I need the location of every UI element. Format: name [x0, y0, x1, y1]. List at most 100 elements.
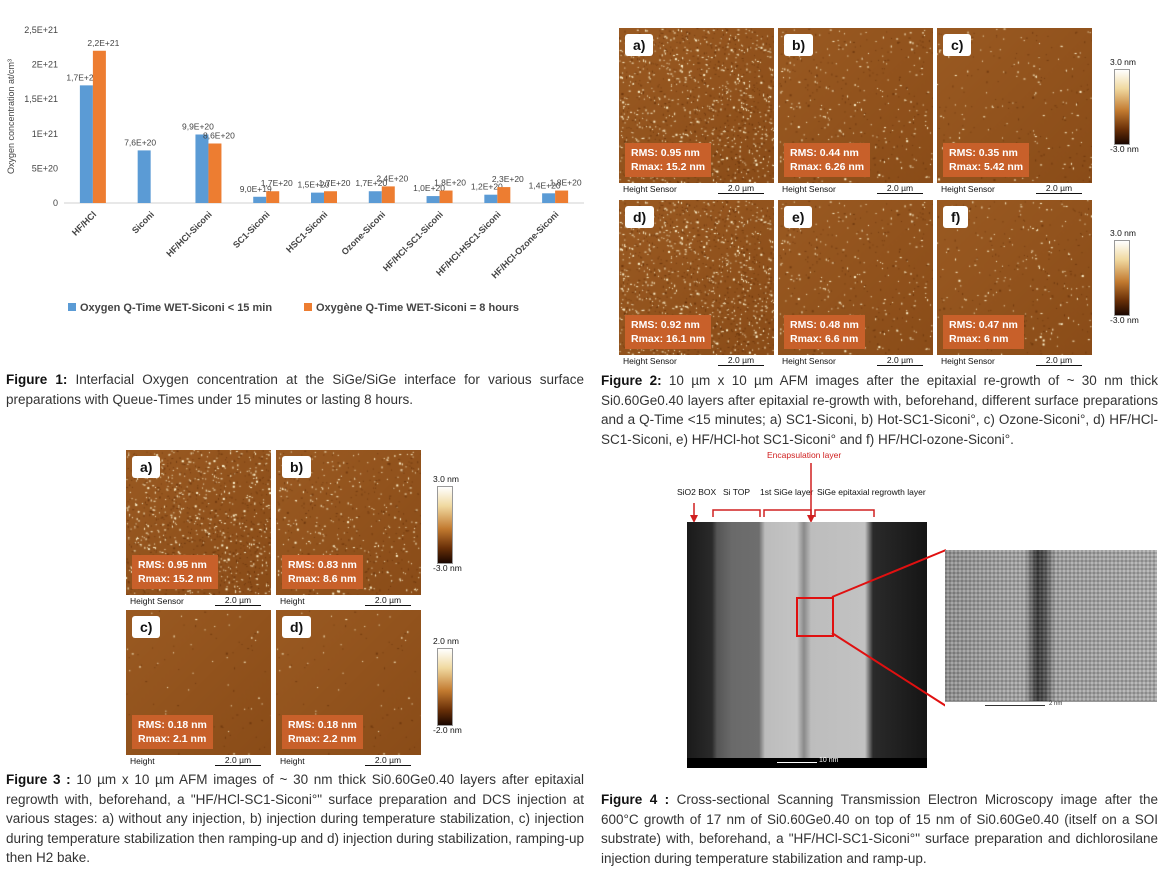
afm-sensor-label: Height Sensor: [782, 356, 836, 366]
afm-image: b) RMS: 0.44 nm Rmax: 6.26 nm: [778, 28, 933, 183]
bar: [92, 50, 106, 204]
rms-badge: RMS: 0.92 nm Rmax: 16.1 nm: [625, 315, 712, 349]
data-label: 1,8E+20: [550, 178, 582, 188]
afm-sensor-label: Height Sensor: [941, 184, 995, 194]
afm-image: c) RMS: 0.18 nm Rmax: 2.1 nm: [126, 610, 271, 755]
first-sige-label: 1st SiGe layer: [760, 487, 814, 497]
data-label: 2,2E+21: [87, 38, 119, 48]
x-tick-label: HF/HCl-Ozone-Siconi: [489, 209, 560, 280]
afm-colorbar: [1114, 240, 1130, 316]
legend-label: Oxygen Q-Time WET-Siconi < 15 min: [80, 302, 272, 314]
figure3-caption-text: 10 µm x 10 µm AFM images of ~ 30 nm thic…: [6, 772, 584, 865]
rms-value: RMS: 0.35 nm: [949, 147, 1018, 159]
stem-scalebar: 10 nm: [687, 757, 927, 768]
afm-colorbar: [1114, 69, 1130, 145]
rms-badge: RMS: 0.47 nm Rmax: 6 nm: [943, 315, 1024, 349]
rmax-value: Rmax: 2.1 nm: [138, 733, 207, 745]
figure3-caption-label: Figure 3 :: [6, 772, 71, 787]
colorbar-min-label: -2.0 nm: [433, 725, 462, 735]
rms-badge: RMS: 0.95 nm Rmax: 15.2 nm: [625, 143, 712, 177]
afm-panel-label: f): [943, 206, 969, 228]
bar: [79, 85, 93, 203]
x-tick-label: HF/HCl-Siconi: [164, 209, 213, 258]
rmax-value: Rmax: 6.6 nm: [790, 333, 859, 345]
x-tick-label: HSC1-Siconi: [284, 209, 329, 254]
x-tick-label: SC1-Siconi: [231, 209, 272, 250]
afm-sensor-label: Height Sensor: [623, 356, 677, 366]
afm-panel-label: e): [784, 206, 813, 228]
afm-scalebar: 2.0 µm: [877, 183, 923, 194]
x-tick-label: Siconi: [130, 209, 156, 235]
afm-panel-label: c): [943, 34, 972, 56]
bar: [137, 150, 151, 203]
y-axis-label: Oxygen concentration at/cm³: [6, 59, 16, 174]
figure4-caption-label: Figure 4 :: [601, 792, 670, 807]
data-label: 1,7E+20: [319, 178, 351, 188]
afm-colorbar: [437, 648, 453, 726]
bar: [542, 193, 556, 203]
afm-scalebar: 2.0 µm: [877, 355, 923, 366]
rms-value: RMS: 0.83 nm: [288, 559, 357, 571]
data-label: 2,4E+20: [376, 173, 408, 183]
afm-image: e) RMS: 0.48 nm Rmax: 6.6 nm: [778, 200, 933, 355]
afm-panel-label: d): [282, 616, 312, 638]
zoom-scale-label: 2 nm: [1049, 701, 1063, 707]
figure3-caption: Figure 3 : 10 µm x 10 µm AFM images of ~…: [6, 770, 584, 868]
bar: [439, 190, 453, 203]
figure1-caption: Figure 1: Interfacial Oxygen concentrati…: [6, 370, 584, 409]
bar: [195, 134, 209, 203]
rms-value: RMS: 0.95 nm: [631, 147, 700, 159]
figure2-caption: Figure 2: 10 µm x 10 µm AFM images after…: [601, 371, 1158, 449]
afm-sensor-label: Height Sensor: [941, 356, 995, 366]
colorbar-max-label: 3.0 nm: [1110, 228, 1136, 238]
data-label: 1,8E+20: [434, 178, 466, 188]
legend-label: Oxygène Q-Time WET-Siconi = 8 hours: [316, 302, 519, 314]
bar: [381, 186, 395, 203]
rmax-value: Rmax: 6 nm: [949, 333, 1009, 345]
afm-sensor-label: Height Sensor: [130, 596, 184, 606]
afm-scalebar: 2.0 µm: [215, 755, 261, 766]
rmax-value: Rmax: 6.26 nm: [790, 161, 865, 173]
afm-sensor-label: Height: [280, 596, 305, 606]
data-label: 7,6E+20: [124, 137, 156, 147]
figure2-caption-text: 10 µm x 10 µm AFM images after the epita…: [601, 373, 1158, 447]
afm-image: b) RMS: 0.83 nm Rmax: 8.6 nm: [276, 450, 421, 595]
afm-panel-label: b): [784, 34, 814, 56]
rmax-value: Rmax: 8.6 nm: [288, 573, 357, 585]
rms-badge: RMS: 0.48 nm Rmax: 6.6 nm: [784, 315, 865, 349]
bar: [208, 143, 222, 203]
afm-sensor-label: Height: [280, 756, 305, 766]
bar: [311, 192, 324, 203]
rms-value: RMS: 0.92 nm: [631, 319, 700, 331]
zoom-connector: [831, 549, 947, 707]
rms-value: RMS: 0.44 nm: [790, 147, 859, 159]
afm-panel-label: c): [132, 616, 161, 638]
afm-sensor-label: Height Sensor: [623, 184, 677, 194]
afm-scalebar: 2.0 µm: [1036, 355, 1082, 366]
data-label: 2,3E+20: [492, 174, 524, 184]
legend-swatch: [304, 303, 312, 311]
stem-zoom-box: [796, 597, 834, 637]
y-tick-label: 1E+21: [32, 129, 58, 139]
oxygen-concentration-chart: 0 5E+20 1E+21 1,5E+21 2E+21 2,5E+21 Oxygen con…: [6, 25, 584, 314]
data-label: 1,0E+20: [413, 183, 445, 193]
afm-panel-label: a): [132, 456, 161, 478]
afm-panel-label: d): [625, 206, 655, 228]
y-tick-label: 2E+21: [32, 60, 58, 70]
rmax-value: Rmax: 15.2 nm: [138, 573, 213, 585]
bar: [266, 191, 280, 203]
bar: [497, 187, 511, 203]
afm-sensor-label: Height: [130, 756, 155, 766]
data-label: 1,7E+21: [66, 72, 98, 82]
rms-badge: RMS: 0.35 nm Rmax: 5.42 nm: [943, 143, 1030, 177]
rms-badge: RMS: 0.95 nm Rmax: 15.2 nm: [132, 555, 219, 589]
afm-scalebar: 2.0 µm: [215, 595, 261, 606]
x-tick-label: HF/HCl: [70, 209, 98, 237]
figure1-caption-text: Interfacial Oxygen concentration at the …: [6, 372, 584, 407]
afm-scalebar: 2.0 µm: [1036, 183, 1082, 194]
colorbar-max-label: 2.0 nm: [433, 636, 459, 646]
figure4-caption-text: Cross-sectional Scanning Transmission El…: [601, 792, 1158, 866]
rms-value: RMS: 0.47 nm: [949, 319, 1018, 331]
figure4-caption: Figure 4 : Cross-sectional Scanning Tran…: [601, 790, 1158, 868]
data-label: 1,7E+20: [261, 178, 293, 188]
